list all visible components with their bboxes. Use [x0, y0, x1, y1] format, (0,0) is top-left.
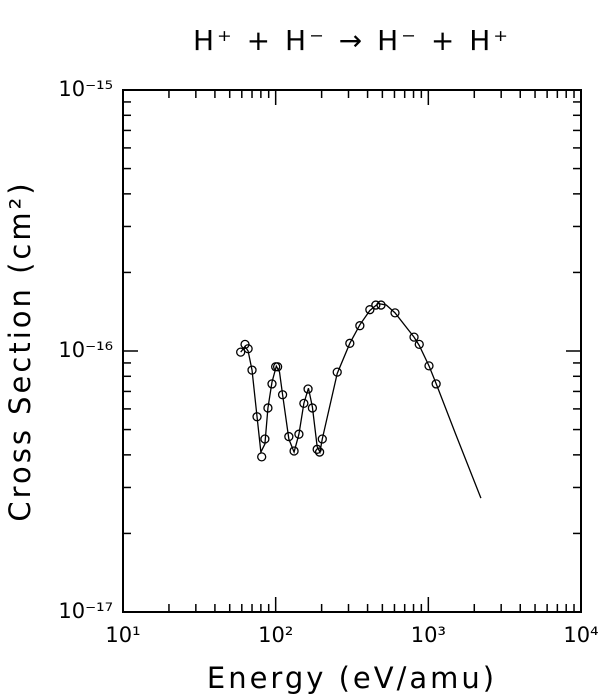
data-point [371, 300, 381, 310]
data-point [355, 321, 365, 331]
data-point [424, 361, 434, 371]
data-point [345, 338, 355, 348]
y-tick-label: 10⁻¹⁵ [58, 77, 113, 101]
data-point [303, 384, 313, 394]
data-point [272, 362, 283, 372]
data-point [314, 447, 325, 457]
data-point [409, 332, 419, 342]
data-point [289, 446, 299, 456]
data-point [317, 434, 327, 444]
data-point [365, 305, 375, 315]
data-point [431, 379, 441, 389]
x-axis-label: Energy (eV/amu) [207, 661, 497, 695]
chart-title: H⁺ + H⁻ → H⁻ + H⁺ [193, 24, 511, 57]
x-tick-label: 10³ [411, 623, 446, 647]
data-point [390, 308, 400, 318]
y-tick-label: 10⁻¹⁶ [58, 338, 113, 362]
data-point [414, 339, 424, 350]
x-tick-label: 10⁴ [563, 623, 598, 647]
data-point [236, 347, 246, 357]
y-axis-label: Cross Section (cm²) [3, 180, 37, 521]
fit-line [240, 302, 482, 499]
y-tick-label: 10⁻¹⁷ [58, 599, 113, 623]
plot-frame [122, 89, 582, 613]
data-point [257, 452, 267, 462]
x-tick-label: 10¹ [105, 623, 140, 647]
x-tick-label: 10² [258, 623, 293, 647]
